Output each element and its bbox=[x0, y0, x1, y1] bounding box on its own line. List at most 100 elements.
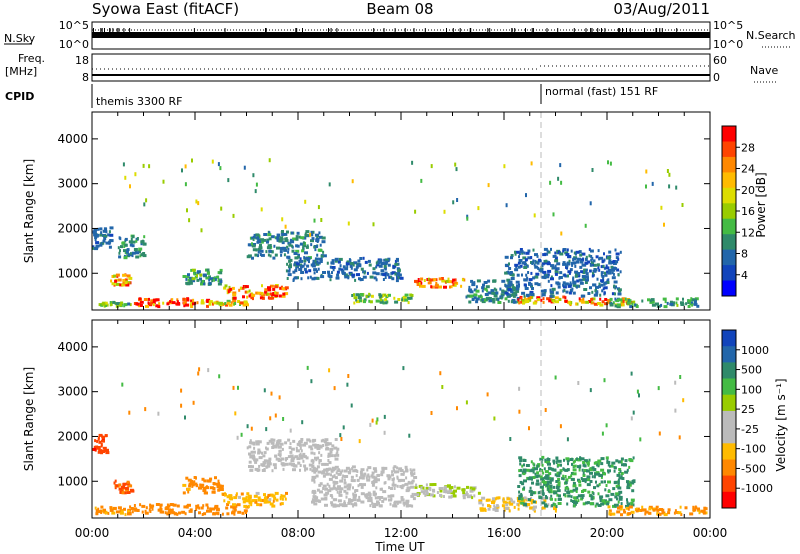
data-cell bbox=[310, 459, 315, 463]
data-cell bbox=[581, 468, 584, 472]
data-cell bbox=[270, 438, 274, 442]
data-cell bbox=[448, 489, 453, 493]
data-cell bbox=[378, 293, 382, 297]
data-cell bbox=[246, 492, 250, 496]
data-cell bbox=[97, 227, 100, 231]
data-cell bbox=[212, 487, 216, 490]
data-cell bbox=[261, 293, 265, 297]
data-cell bbox=[529, 290, 534, 294]
data-cell bbox=[224, 284, 228, 288]
data-cell bbox=[295, 235, 299, 239]
data-cell bbox=[487, 291, 492, 295]
data-cell bbox=[529, 292, 533, 296]
data-cell bbox=[311, 439, 315, 443]
data-cell bbox=[508, 267, 512, 270]
data-cell bbox=[206, 270, 210, 274]
data-cell bbox=[118, 483, 122, 487]
data-cell bbox=[331, 475, 335, 479]
data-cell bbox=[414, 279, 418, 283]
data-cell bbox=[584, 480, 587, 484]
data-cell bbox=[227, 178, 230, 183]
data-cell bbox=[302, 452, 306, 456]
data-cell bbox=[635, 509, 639, 513]
data-cell bbox=[335, 471, 338, 475]
data-cell bbox=[388, 486, 391, 490]
data-cell bbox=[97, 446, 101, 449]
nsky-tick-bottom: 10^0 bbox=[59, 38, 89, 51]
data-cell bbox=[139, 304, 143, 307]
data-cell bbox=[351, 467, 354, 471]
data-cell bbox=[104, 301, 108, 305]
data-cell bbox=[324, 438, 329, 442]
data-cell bbox=[550, 284, 553, 288]
data-cell bbox=[564, 475, 567, 478]
data-cell bbox=[314, 468, 318, 472]
data-cell bbox=[525, 273, 528, 277]
cpid-segment-2: normal (fast) 151 RF bbox=[545, 85, 658, 98]
data-cell bbox=[382, 293, 387, 297]
data-cell bbox=[519, 248, 523, 251]
data-cell bbox=[216, 275, 220, 279]
data-cell bbox=[415, 493, 420, 497]
data-cell bbox=[611, 271, 614, 275]
data-cell bbox=[329, 487, 334, 491]
data-cell bbox=[318, 451, 321, 455]
data-cell bbox=[538, 268, 541, 272]
data-cell bbox=[578, 465, 581, 469]
data-cell bbox=[487, 183, 490, 188]
data-cell bbox=[119, 283, 123, 287]
data-cell bbox=[352, 503, 356, 507]
data-cell bbox=[606, 299, 611, 302]
data-cell bbox=[281, 287, 286, 291]
data-cell bbox=[616, 497, 618, 501]
data-cell bbox=[292, 277, 295, 281]
data-cell bbox=[564, 282, 569, 286]
data-cell bbox=[231, 286, 235, 290]
colorbar-swatch bbox=[722, 187, 736, 204]
data-cell bbox=[287, 269, 291, 273]
data-cell bbox=[351, 179, 354, 184]
data-cell bbox=[620, 513, 623, 517]
data-cell bbox=[257, 498, 262, 502]
data-cell bbox=[365, 295, 368, 299]
data-cell bbox=[397, 275, 400, 279]
data-cell bbox=[162, 179, 165, 184]
data-cell bbox=[542, 253, 547, 257]
data-cell bbox=[126, 248, 130, 252]
data-cell bbox=[570, 261, 573, 265]
data-cell bbox=[618, 476, 622, 480]
data-cell bbox=[520, 298, 525, 302]
data-cell bbox=[557, 459, 562, 463]
data-cell bbox=[97, 450, 101, 454]
data-cell bbox=[395, 272, 400, 276]
data-cell bbox=[649, 300, 653, 304]
data-cell bbox=[526, 497, 529, 501]
data-cell bbox=[261, 295, 264, 299]
data-cell bbox=[316, 253, 319, 257]
data-cell bbox=[311, 478, 316, 482]
data-cell bbox=[279, 247, 284, 251]
data-cell bbox=[497, 301, 502, 304]
data-cell bbox=[343, 489, 347, 493]
data-cell bbox=[468, 289, 472, 293]
data-cell bbox=[124, 278, 128, 282]
data-cell bbox=[109, 506, 113, 510]
data-cell bbox=[298, 235, 301, 239]
data-cell bbox=[593, 475, 596, 479]
data-cell bbox=[612, 266, 616, 270]
data-cell bbox=[392, 481, 395, 485]
data-cell bbox=[317, 470, 322, 474]
data-cell bbox=[329, 278, 332, 282]
data-cell bbox=[424, 489, 429, 493]
data-cell bbox=[217, 479, 220, 483]
data-cell bbox=[355, 265, 359, 269]
x-axis-tick-labels: 00:00 04:00 08:00 12:00 16:00 20:00 00:00 bbox=[75, 526, 728, 540]
data-cell bbox=[590, 258, 593, 262]
data-cell bbox=[566, 437, 569, 442]
data-cell bbox=[651, 300, 655, 304]
data-cell bbox=[274, 454, 277, 458]
data-cell bbox=[408, 504, 412, 508]
data-cell bbox=[271, 494, 276, 498]
data-cell bbox=[343, 478, 346, 482]
data-cell bbox=[585, 258, 588, 262]
